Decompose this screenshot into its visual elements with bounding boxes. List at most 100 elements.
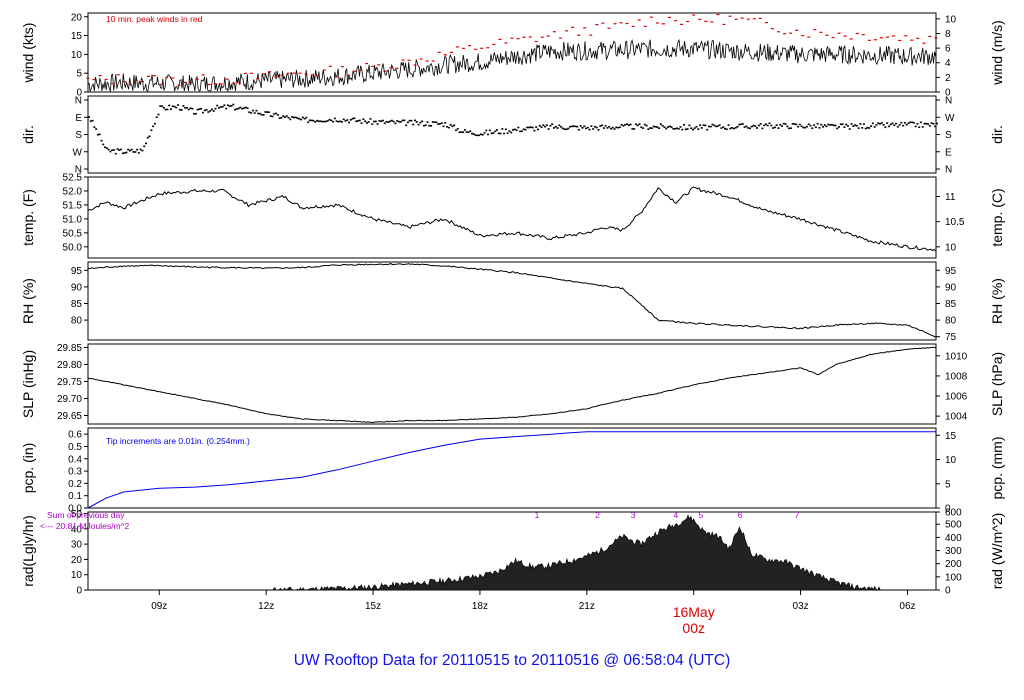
direction-point xyxy=(665,127,668,130)
direction-point xyxy=(210,108,213,111)
direction-point xyxy=(487,133,490,136)
direction-point xyxy=(838,126,841,128)
direction-point xyxy=(552,127,555,129)
direction-point xyxy=(444,122,447,124)
direction-point xyxy=(919,121,922,124)
direction-point xyxy=(918,126,921,129)
direction-point xyxy=(821,125,824,128)
direction-point xyxy=(476,134,479,137)
direction-point xyxy=(608,125,611,128)
direction-point xyxy=(308,119,311,122)
slp-left-tick-label: 29.80 xyxy=(57,360,82,371)
radiation-marker-label: 1 xyxy=(535,510,540,520)
slp-right-tick-label: 1006 xyxy=(945,392,968,403)
direction-point xyxy=(118,149,121,151)
wind-right-tick-label: 10 xyxy=(945,14,957,25)
wind-left-tick-label: 5 xyxy=(76,69,82,80)
direction-point xyxy=(592,128,595,130)
direction-point xyxy=(829,124,832,126)
x-tick-label: 18z xyxy=(472,601,488,612)
direction-point xyxy=(184,107,187,109)
direction-point xyxy=(171,105,174,108)
direction-point xyxy=(105,147,108,150)
direction-point xyxy=(166,108,169,111)
direction-point xyxy=(394,122,397,125)
radiation-area xyxy=(273,514,882,591)
rh-right-tick-label: 80 xyxy=(945,316,957,327)
direction-point xyxy=(565,128,568,131)
direction-point xyxy=(515,129,518,132)
direction-point xyxy=(300,118,302,121)
direction-point xyxy=(695,125,698,128)
direction-point xyxy=(365,122,368,124)
direction-point xyxy=(264,111,267,113)
x-tick-label: 03z xyxy=(793,601,809,612)
slp-panel: SLP (inHg) SLP (hPa) 29.65 29.70 29.75 29.80 2… xyxy=(20,343,1005,425)
radiation-marker-label: 6 xyxy=(738,510,743,520)
rad-right-axis-title: rad (W/m^2) xyxy=(989,513,1005,590)
direction-point xyxy=(424,124,427,126)
dir-left-tick-label: N xyxy=(75,96,82,107)
direction-point xyxy=(257,112,260,115)
direction-point xyxy=(446,125,449,128)
direction-point xyxy=(369,118,372,120)
temp-frame xyxy=(87,176,937,259)
direction-point xyxy=(757,124,760,127)
direction-point xyxy=(104,146,107,149)
direction-point xyxy=(533,129,536,132)
rad-right-tick-label: 200 xyxy=(945,559,962,570)
direction-point xyxy=(145,142,148,145)
direction-point xyxy=(483,132,486,134)
pcp-left-tick-label: 0.2 xyxy=(68,479,82,490)
direction-point xyxy=(280,116,283,119)
direction-point xyxy=(421,120,424,123)
direction-point xyxy=(335,120,338,122)
direction-point xyxy=(494,130,497,133)
rad-right-tick-label: 0 xyxy=(945,586,951,597)
direction-point xyxy=(275,112,278,115)
direction-point xyxy=(471,132,474,135)
x-tick-label: 15z xyxy=(365,601,381,612)
direction-point xyxy=(123,152,126,154)
direction-point xyxy=(376,123,379,125)
direction-point xyxy=(841,123,844,125)
direction-point xyxy=(109,150,112,153)
direction-point xyxy=(613,128,616,130)
direction-point xyxy=(291,116,294,118)
direction-point xyxy=(690,127,693,130)
direction-point xyxy=(214,107,217,110)
direction-point xyxy=(713,124,716,127)
rh-panel: RH (%) RH (%) 80 85 90 95 75 80 85 90 95 xyxy=(20,261,1005,343)
direction-point xyxy=(661,124,664,127)
direction-point xyxy=(825,125,828,128)
direction-point xyxy=(107,148,110,151)
direction-point xyxy=(98,133,101,136)
dir-frame xyxy=(87,95,937,174)
direction-point xyxy=(312,119,315,122)
direction-point xyxy=(670,126,673,128)
wind-annotation: 10 min. peak winds in red xyxy=(106,14,203,24)
direction-point xyxy=(96,133,99,136)
rh-right-tick-label: 85 xyxy=(945,299,957,310)
direction-point xyxy=(437,123,440,125)
direction-point xyxy=(524,128,527,131)
direction-point xyxy=(150,129,153,131)
direction-point xyxy=(551,123,554,126)
direction-point xyxy=(638,123,641,126)
direction-point xyxy=(627,124,630,127)
direction-point xyxy=(848,128,851,130)
direction-point xyxy=(88,116,90,118)
pcp-panel: pcp. (in) pcp. (mm) 0.0 0.10.20.3 0.40.50.6 0… xyxy=(20,427,1005,515)
direction-point xyxy=(624,123,627,126)
direction-point xyxy=(287,116,290,119)
direction-point xyxy=(830,124,833,126)
temp-left-axis-title: temp. (F) xyxy=(20,189,36,246)
direction-point xyxy=(191,107,194,110)
direction-point xyxy=(267,111,270,113)
direction-point xyxy=(743,126,746,128)
direction-point xyxy=(560,126,563,128)
pcp-left-tick-label: 0.3 xyxy=(68,467,82,478)
direction-point xyxy=(720,127,723,129)
direction-point xyxy=(748,127,751,130)
direction-point xyxy=(389,120,392,123)
